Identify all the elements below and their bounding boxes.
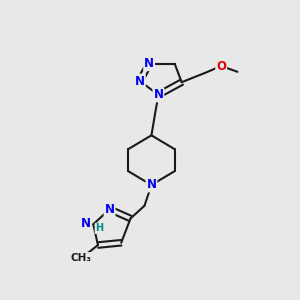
- Text: CH₃: CH₃: [70, 253, 91, 263]
- Text: N: N: [105, 203, 115, 216]
- Text: N: N: [144, 57, 154, 70]
- Text: O: O: [216, 59, 226, 73]
- Text: N: N: [146, 178, 156, 191]
- Text: N: N: [153, 88, 164, 101]
- Text: N: N: [135, 74, 145, 88]
- Text: H: H: [95, 224, 103, 233]
- Text: N: N: [81, 217, 91, 230]
